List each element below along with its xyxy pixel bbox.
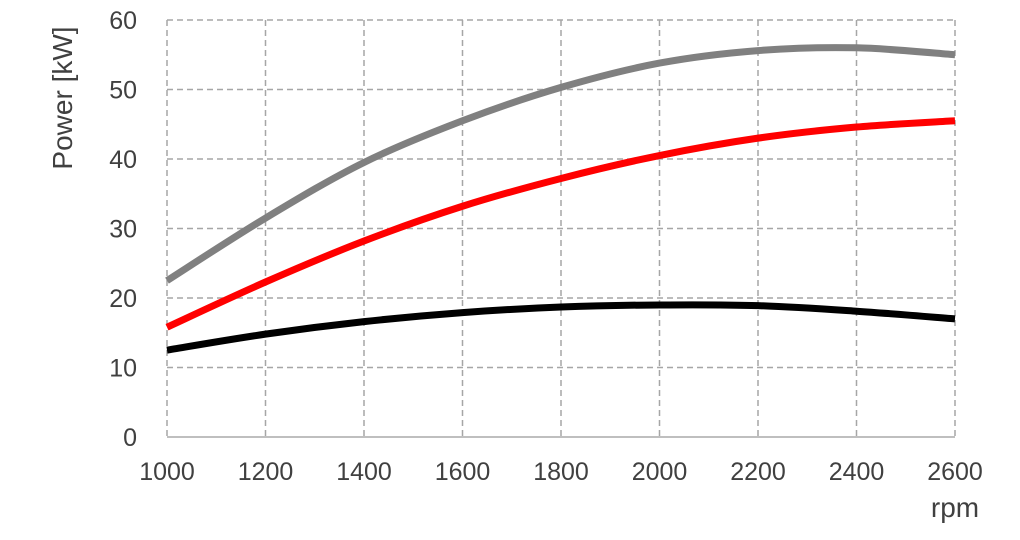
x-tick-label: 1200 — [238, 458, 294, 486]
series-group — [165, 44, 956, 354]
x-tick-label: 1400 — [336, 458, 392, 486]
x-tick-label: 1800 — [533, 458, 589, 486]
y-tick-label: 30 — [109, 216, 137, 244]
y-tick-label: 20 — [109, 285, 137, 313]
y-tick-label: 40 — [109, 146, 137, 174]
grid — [166, 19, 956, 437]
y-tick-label: 10 — [109, 355, 137, 383]
series-line-3 — [166, 301, 956, 354]
x-tick-label: 2600 — [927, 458, 983, 486]
series-line-2 — [165, 117, 956, 331]
x-tick-label: 2000 — [632, 458, 688, 486]
x-tick-label: 1000 — [139, 458, 195, 486]
y-tick-label: 60 — [109, 7, 137, 35]
tick-labels: 0 10 20 30 40 50 60 1000 1200 1400 1600 1800 2000 220… — [109, 7, 983, 486]
x-tick-label: 1600 — [435, 458, 491, 486]
x-axis-title: rpm — [931, 492, 979, 523]
series-line-1 — [165, 44, 956, 284]
y-axis-title: Power [kW] — [47, 26, 78, 169]
y-tick-label: 50 — [109, 77, 137, 105]
y-tick-label: 0 — [123, 424, 137, 452]
x-tick-label: 2400 — [829, 458, 885, 486]
x-tick-label: 2200 — [730, 458, 786, 486]
